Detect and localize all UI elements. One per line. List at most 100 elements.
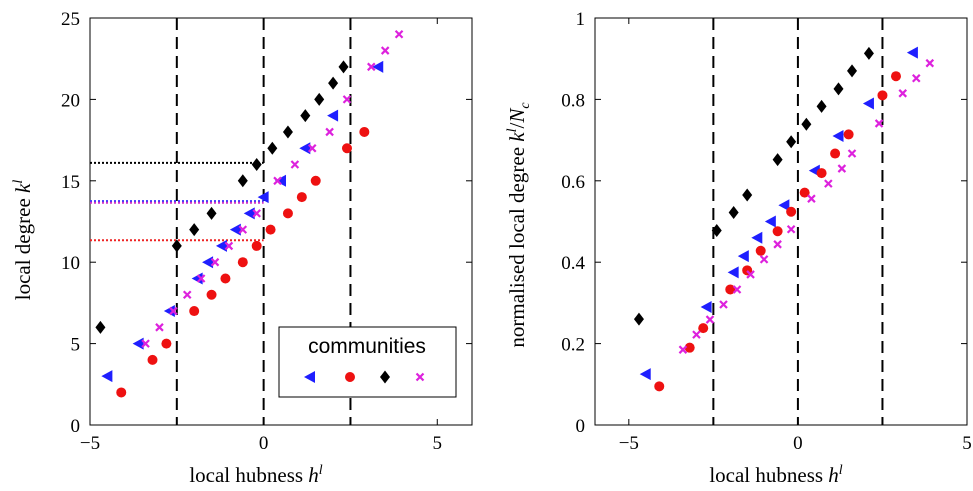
left-community-4-point: [155, 323, 164, 332]
right-y-tick-label: 0.2: [561, 335, 585, 356]
right-community-2-point: [799, 187, 810, 198]
right-y-tick-label: 0.4: [561, 253, 585, 274]
left-community-4-point: [210, 257, 220, 267]
right-y-axis-label: normalised local degree kl/Nc: [505, 102, 533, 348]
left-community-4-point: [325, 127, 334, 137]
legend-marker-community-4: [415, 372, 425, 382]
right-community-2-point: [772, 226, 783, 237]
left-community-4-point: [290, 160, 300, 169]
left-community-4-point: [380, 46, 390, 55]
left-community-3-point: [95, 320, 106, 334]
left-community-3-point: [237, 174, 248, 188]
right-community-3-point: [742, 188, 753, 202]
right-community-2-point: [830, 148, 841, 159]
left-community-1-point: [215, 239, 227, 252]
left-community-3-point: [300, 109, 311, 123]
right-community-2-point: [843, 129, 854, 140]
right-y-tick-label: 1: [576, 9, 586, 30]
left-community-1-point: [163, 305, 175, 318]
right-community-4-point: [847, 149, 857, 158]
right-community-3-point: [633, 312, 644, 326]
left-community-2-point: [296, 192, 307, 203]
right-community-2-point: [786, 206, 797, 217]
right-community-4-point: [837, 164, 847, 173]
left-community-3-point: [267, 141, 278, 155]
right-community-1-point: [862, 97, 874, 110]
left-community-4-point: [367, 62, 376, 72]
left-community-1-point: [202, 256, 214, 269]
left-community-2-point: [189, 306, 200, 317]
right-data-points: [633, 46, 935, 392]
left-community-4-point: [182, 290, 192, 300]
right-community-2-point: [684, 342, 695, 353]
right-community-4-point: [746, 270, 755, 279]
left-x-tick-label: 0: [259, 433, 269, 454]
right-community-1-point: [832, 130, 844, 143]
right-y-tick-label: 0: [576, 416, 586, 437]
right-plot-frame: [594, 17, 968, 426]
right-community-3-point: [801, 117, 812, 131]
left-community-1-point: [101, 370, 113, 383]
left-community-3-point: [328, 76, 339, 90]
right-community-4-point: [911, 73, 921, 83]
right-x-tick-label: 5: [962, 433, 972, 454]
right-community-3-point: [847, 64, 858, 78]
right-chart: −5 0 5 0 0.2 0.4 0.6 0.8 1 local hubness hl norm…: [505, 9, 972, 487]
right-community-3-point: [728, 206, 739, 220]
right-community-4-point: [786, 224, 796, 234]
left-y-tick-label: 20: [61, 90, 80, 111]
left-community-2-point: [251, 240, 262, 251]
right-x-tick-label: −5: [619, 433, 639, 454]
left-community-1-point: [191, 272, 203, 285]
left-community-4-point: [252, 209, 261, 218]
left-community-2-point: [116, 387, 127, 398]
right-community-1-point: [727, 266, 739, 279]
left-community-1-point: [132, 337, 144, 350]
left-plot-frame: [89, 17, 473, 426]
right-community-1-point: [700, 300, 712, 313]
left-community-2-point: [220, 273, 231, 284]
left-y-tick-label: 0: [71, 416, 81, 437]
left-y-tick-label: 10: [61, 253, 80, 274]
left-y-tick-label: 5: [71, 335, 81, 356]
right-community-4-point: [719, 300, 728, 309]
left-x-tick-label: −5: [80, 433, 100, 454]
left-community-4-point: [196, 274, 206, 283]
left-community-3-point: [171, 239, 182, 253]
right-community-2-point: [890, 71, 901, 82]
right-community-3-point: [786, 135, 797, 149]
right-x-tick-label: 0: [793, 433, 803, 454]
left-community-3-point: [251, 158, 262, 172]
left-community-4-point: [238, 225, 248, 234]
right-community-3-point: [833, 82, 844, 96]
left-community-2-point: [310, 175, 321, 186]
right-community-1-point: [737, 250, 749, 263]
right-community-1-point: [906, 46, 918, 59]
left-community-4-point: [342, 95, 352, 104]
right-community-2-point: [654, 381, 665, 392]
left-y-tick-label: 15: [61, 172, 80, 193]
right-x-axis-label: local hubness hl: [709, 463, 842, 487]
right-community-4-point: [807, 194, 816, 203]
left-community-4-point: [141, 339, 150, 348]
right-community-4-point: [732, 285, 742, 294]
left-community-1-point: [257, 191, 269, 204]
legend-marker-community-3: [380, 370, 390, 384]
legend-box: [278, 326, 457, 398]
left-community-4-point: [224, 241, 234, 251]
left-x-tick-label: 5: [433, 433, 443, 454]
left-reference-lines: [90, 18, 352, 425]
left-community-1-point: [275, 174, 286, 187]
left-community-3-point: [314, 92, 325, 106]
left-community-2-point: [147, 354, 158, 365]
left-community-1-point: [229, 223, 241, 236]
left-community-2-point: [206, 289, 217, 300]
left-community-1-point: [327, 109, 339, 122]
right-community-3-point: [711, 223, 722, 237]
right-community-2-point: [877, 90, 888, 101]
left-community-2-point: [282, 208, 293, 219]
right-community-2-point: [755, 245, 766, 256]
